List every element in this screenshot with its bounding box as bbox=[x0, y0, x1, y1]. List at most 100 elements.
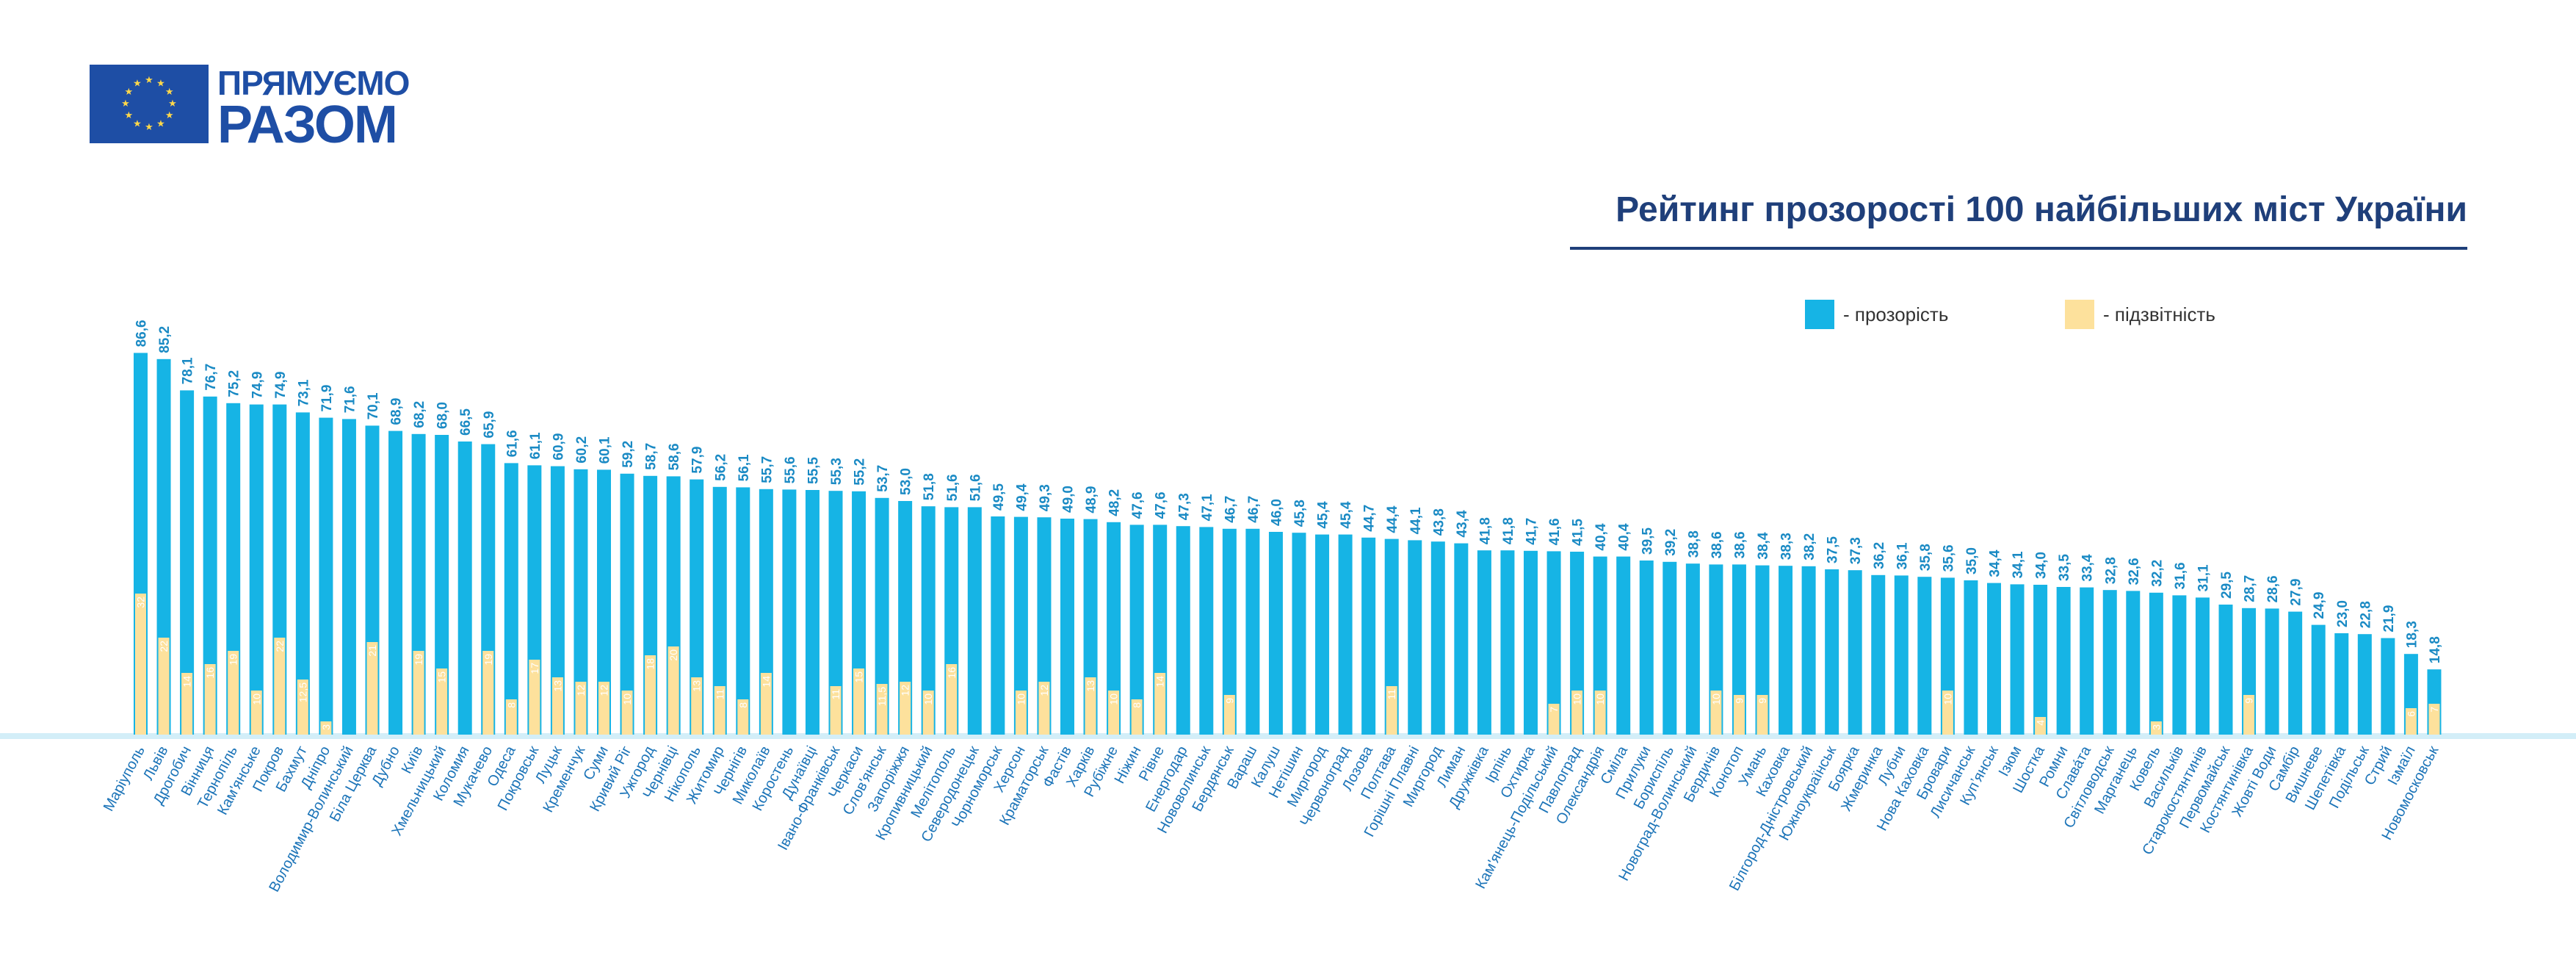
transparency-bar bbox=[2381, 638, 2395, 735]
transparency-value-label: 46,7 bbox=[1223, 496, 1238, 523]
accountability-value-label: 16 bbox=[204, 667, 216, 679]
accountability-value-label: 10 bbox=[1594, 693, 1606, 705]
accountability-bar bbox=[1386, 686, 1397, 735]
transparency-bar bbox=[1199, 527, 1214, 735]
accountability-value-label: 11,5 bbox=[876, 687, 888, 706]
transparency-value-label: 48,9 bbox=[1084, 486, 1099, 513]
transparency-bar bbox=[1848, 570, 1862, 735]
accountability-bar bbox=[181, 673, 193, 735]
flag-star-icon: ★ bbox=[165, 110, 174, 121]
transparency-value-label: 41,7 bbox=[1524, 518, 1540, 545]
accountability-bar bbox=[645, 655, 656, 735]
transparency-value-label: 45,4 bbox=[1339, 501, 1354, 528]
accountability-value-label: 10 bbox=[1942, 693, 1953, 705]
transparency-value-label: 58,6 bbox=[667, 443, 682, 470]
transparency-bar bbox=[1570, 552, 1585, 735]
transparency-bar bbox=[1176, 526, 1190, 735]
transparency-bar bbox=[2172, 595, 2187, 735]
accountability-bar bbox=[667, 646, 679, 735]
transparency-value-label: 32,8 bbox=[2103, 557, 2119, 584]
transparency-value-label: 56,2 bbox=[713, 454, 728, 481]
transparency-value-label: 41,8 bbox=[1477, 517, 1493, 544]
transparency-bar bbox=[319, 417, 333, 735]
transparency-value-label: 60,1 bbox=[598, 436, 613, 464]
transparency-bar bbox=[1384, 538, 1399, 735]
accountability-bar bbox=[366, 642, 378, 735]
transparency-value-label: 38,6 bbox=[1710, 531, 1725, 558]
transparency-bar bbox=[1894, 575, 1909, 735]
logo-line-1: ПРЯМУЄМО bbox=[217, 64, 410, 102]
transparency-value-label: 51,8 bbox=[922, 473, 937, 500]
transparency-bar bbox=[1755, 565, 1770, 735]
transparency-value-label: 47,3 bbox=[1176, 493, 1192, 520]
accountability-bar bbox=[413, 651, 424, 735]
eu-flag-icon: ★ ★ ★ ★ ★ ★ ★ ★ ★ ★ ★ ★ bbox=[90, 65, 209, 143]
transparency-bar bbox=[2010, 584, 2025, 735]
accountability-value-label: 19 bbox=[413, 654, 424, 666]
accountability-bar bbox=[482, 651, 494, 735]
transparency-bar bbox=[782, 489, 797, 735]
accountability-value-label: 9 bbox=[2243, 698, 2255, 704]
transparency-bar bbox=[1037, 517, 1052, 735]
transparency-bar bbox=[690, 479, 704, 735]
transparency-bar bbox=[597, 469, 611, 735]
transparency-value-label: 78,1 bbox=[181, 357, 196, 384]
transparency-bar bbox=[805, 490, 820, 735]
accountability-bar bbox=[1710, 691, 1722, 735]
transparency-bar bbox=[1338, 534, 1353, 735]
transparency-value-label: 61,1 bbox=[528, 432, 543, 459]
accountability-value-label: 9 bbox=[1734, 698, 1745, 704]
accountability-value-label: 12 bbox=[1038, 685, 1050, 696]
accountability-value-label: 10 bbox=[621, 693, 633, 705]
accountability-value-label: 12,5 bbox=[297, 682, 308, 702]
transparency-bar bbox=[1871, 574, 1886, 735]
flag-star-icon: ★ bbox=[168, 98, 177, 109]
transparency-value-label: 38,4 bbox=[1756, 532, 1771, 559]
legend-item-accountability: - підзвітність bbox=[2065, 300, 2215, 329]
transparency-bar bbox=[1477, 550, 1491, 735]
chart-title-block: Рейтинг прозорості 100 найбільших міст У… bbox=[1570, 192, 2467, 250]
accountability-value-label: 7 bbox=[2428, 707, 2440, 713]
transparency-value-label: 14,8 bbox=[2428, 636, 2443, 663]
transparency-bar bbox=[898, 501, 913, 735]
accountability-bar bbox=[1015, 691, 1027, 735]
accountability-bar bbox=[529, 660, 540, 735]
accountability-value-label: 15 bbox=[436, 671, 448, 683]
accountability-value-label: 11 bbox=[830, 689, 842, 700]
transparency-value-label: 49,5 bbox=[991, 483, 1007, 511]
accountability-value-label: 10 bbox=[1571, 693, 1583, 705]
transparency-bar bbox=[1732, 564, 1746, 735]
flag-star-icon: ★ bbox=[145, 122, 153, 133]
transparency-value-label: 35,6 bbox=[1941, 544, 1956, 572]
transparency-value-label: 59,2 bbox=[621, 441, 636, 468]
accountability-value-label: 17 bbox=[529, 663, 540, 674]
transparency-bar bbox=[457, 442, 472, 735]
transparency-value-label: 34,1 bbox=[2011, 551, 2026, 578]
flag-star-icon: ★ bbox=[156, 78, 165, 89]
transparency-value-label: 39,2 bbox=[1663, 529, 1679, 556]
transparency-value-label: 31,1 bbox=[2196, 564, 2212, 591]
transparency-value-label: 70,1 bbox=[366, 392, 381, 419]
transparency-value-label: 68,2 bbox=[412, 401, 427, 428]
transparency-value-label: 41,8 bbox=[1501, 517, 1516, 544]
transparency-value-label: 57,9 bbox=[690, 447, 706, 474]
chart-baseline bbox=[0, 733, 2576, 739]
accountability-bar bbox=[621, 691, 633, 735]
accountability-bar bbox=[1571, 691, 1583, 735]
transparency-value-label: 40,4 bbox=[1617, 523, 1632, 550]
logo: ★ ★ ★ ★ ★ ★ ★ ★ ★ ★ ★ ★ ПРЯМУЄМО РАЗОМ bbox=[90, 64, 435, 151]
transparency-bar bbox=[620, 473, 634, 735]
transparency-value-label: 33,5 bbox=[2057, 554, 2072, 581]
transparency-value-label: 60,9 bbox=[551, 433, 566, 461]
transparency-bar bbox=[1524, 550, 1538, 735]
transparency-bar bbox=[2288, 611, 2303, 735]
accountability-bar bbox=[1756, 695, 1768, 735]
accountability-value-label: 14 bbox=[181, 676, 193, 688]
accountability-bar bbox=[436, 668, 448, 735]
transparency-bar bbox=[1639, 561, 1654, 735]
accountability-bar bbox=[1131, 699, 1143, 735]
transparency-bar bbox=[1129, 525, 1144, 735]
transparency-value-label: 49,0 bbox=[1061, 486, 1077, 513]
accountability-value-label: 12 bbox=[575, 685, 587, 696]
transparency-bar bbox=[2080, 587, 2094, 735]
